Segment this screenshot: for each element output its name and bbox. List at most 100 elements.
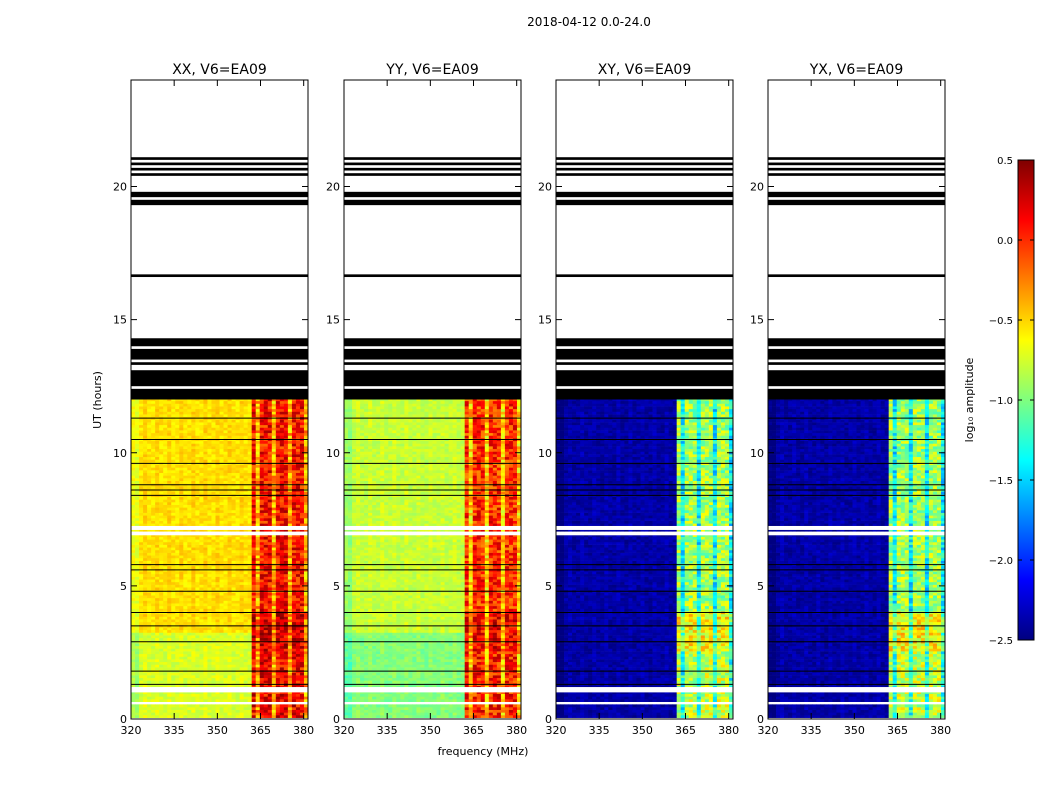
- heatmap-cell: [280, 553, 284, 556]
- heatmap-cell: [300, 449, 304, 452]
- heatmap-cell: [236, 443, 240, 446]
- heatmap-cell: [220, 414, 224, 417]
- heatmap-cell: [163, 518, 167, 521]
- heatmap-cell: [155, 475, 159, 478]
- heatmap-cell: [300, 505, 304, 508]
- heatmap-cell: [260, 497, 264, 500]
- heatmap-cell: [159, 555, 163, 558]
- heatmap-cell: [203, 521, 207, 524]
- heatmap-cell: [248, 561, 252, 564]
- heatmap-cell: [195, 409, 199, 412]
- heatmap-cell: [252, 441, 256, 444]
- heatmap-cell: [203, 430, 207, 433]
- heatmap-cell: [288, 406, 292, 409]
- heatmap-cell: [131, 545, 135, 548]
- heatmap-cell: [159, 651, 163, 654]
- heatmap-cell: [272, 449, 276, 452]
- heatmap-cell: [139, 409, 143, 412]
- heatmap-cell: [296, 414, 300, 417]
- heatmap-cell: [151, 656, 155, 659]
- heatmap-cell: [179, 646, 183, 649]
- heatmap-cell: [199, 571, 203, 574]
- heatmap-cell: [228, 427, 232, 430]
- heatmap-cell: [296, 643, 300, 646]
- heatmap-cell: [240, 587, 244, 590]
- heatmap-cell: [256, 414, 260, 417]
- heatmap-cell: [143, 616, 147, 619]
- figure-title: 2018-04-12 0.0-24.0: [527, 15, 651, 29]
- heatmap-cell: [143, 635, 147, 638]
- heatmap-cell: [256, 558, 260, 561]
- heatmap-cell: [276, 430, 280, 433]
- heatmap-cell: [183, 550, 187, 553]
- heatmap-cell: [268, 630, 272, 633]
- heatmap-cell: [256, 603, 260, 606]
- heatmap-cell: [199, 459, 203, 462]
- heatmap-cell: [183, 609, 187, 612]
- heatmap-cell: [224, 409, 228, 412]
- heatmap-cell: [139, 433, 143, 436]
- heatmap-cell: [276, 566, 280, 569]
- heatmap-cell: [284, 712, 288, 715]
- heatmap-cell: [143, 553, 147, 556]
- heatmap-cell: [167, 643, 171, 646]
- heatmap-cell: [131, 425, 135, 428]
- heatmap-cell: [236, 579, 240, 582]
- heatmap-cell: [276, 465, 280, 468]
- heatmap-cell: [175, 712, 179, 715]
- heatmap-cell: [179, 627, 183, 630]
- heatmap-cell: [183, 635, 187, 638]
- heatmap-cell: [179, 571, 183, 574]
- heatmap-cell: [228, 696, 232, 699]
- heatmap-cell: [260, 441, 264, 444]
- heatmap-cell: [135, 510, 139, 513]
- heatmap-cell: [228, 678, 232, 681]
- heatmap-cell: [224, 593, 228, 596]
- heatmap-cell: [155, 672, 159, 675]
- heatmap-cell: [175, 435, 179, 438]
- heatmap-cell: [252, 656, 256, 659]
- heatmap-cell: [248, 587, 252, 590]
- heatmap-cell: [175, 675, 179, 678]
- heatmap-cell: [232, 632, 236, 635]
- heatmap-cell: [143, 675, 147, 678]
- heatmap-cell: [155, 497, 159, 500]
- heatmap-cell: [252, 558, 256, 561]
- heatmap-cell: [155, 473, 159, 476]
- heatmap-cell: [220, 585, 224, 588]
- heatmap-cell: [256, 475, 260, 478]
- heatmap-cell: [276, 459, 280, 462]
- heatmap-cell: [151, 537, 155, 540]
- heatmap-cell: [296, 619, 300, 622]
- heatmap-cell: [195, 446, 199, 449]
- heatmap-cell: [240, 427, 244, 430]
- heatmap-cell: [260, 630, 264, 633]
- heatmap-cell: [220, 422, 224, 425]
- heatmap-cell: [300, 478, 304, 481]
- heatmap-cell: [139, 502, 143, 505]
- heatmap-cell: [139, 707, 143, 710]
- heatmap-cell: [300, 616, 304, 619]
- heatmap-cell: [155, 707, 159, 710]
- heatmap-cell: [284, 648, 288, 651]
- heatmap-cell: [284, 582, 288, 585]
- heatmap-cell: [272, 593, 276, 596]
- heatmap-cell: [296, 467, 300, 470]
- heatmap-cell: [191, 601, 195, 604]
- heatmap-cell: [272, 523, 276, 526]
- heatmap-cell: [256, 654, 260, 657]
- heatmap-cell: [135, 672, 139, 675]
- heatmap-cell: [232, 457, 236, 460]
- heatmap-cell: [159, 515, 163, 518]
- heatmap-cell: [147, 523, 151, 526]
- heatmap-cell: [139, 561, 143, 564]
- heatmap-cell: [183, 406, 187, 409]
- heatmap-cell: [195, 505, 199, 508]
- heatmap-cell: [199, 574, 203, 577]
- heatmap-cell: [179, 409, 183, 412]
- heatmap-cell: [131, 518, 135, 521]
- heatmap-cell: [236, 680, 240, 683]
- heatmap-cell: [232, 441, 236, 444]
- heatmap-cell: [260, 425, 264, 428]
- heatmap-cell: [187, 614, 191, 617]
